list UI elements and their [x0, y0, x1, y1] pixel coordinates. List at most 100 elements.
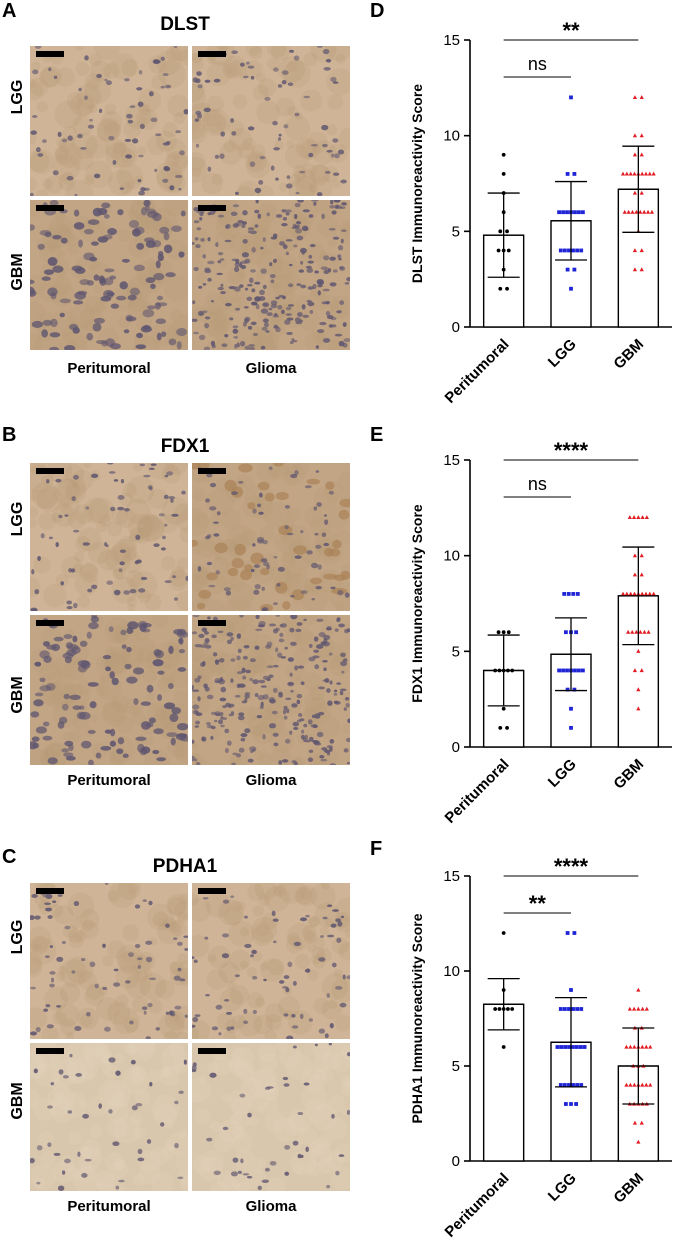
data-point: [579, 1007, 584, 1011]
data-point: [561, 668, 565, 673]
data-point: [624, 1082, 629, 1087]
data-point: [649, 209, 655, 214]
chart-d: 0 5 10 15 DLST Immunoreactivity Score Peritum…: [409, 18, 672, 407]
data-point: [573, 668, 577, 673]
scale-bar: [36, 888, 64, 894]
data-point: [506, 248, 511, 253]
data-point: [647, 171, 652, 176]
data-point: [620, 591, 626, 596]
micrograph: [30, 1043, 188, 1191]
data-point: [505, 286, 509, 291]
data-point: [582, 1045, 587, 1049]
micrograph: [30, 615, 188, 765]
data-point: [566, 592, 571, 596]
data-point: [645, 209, 651, 214]
scale-bar: [36, 620, 64, 626]
data-point: [569, 725, 573, 730]
scale-bar: [198, 888, 226, 894]
data-point: [638, 209, 643, 214]
data-point: [505, 725, 509, 730]
row-label-lgg: LGG: [9, 919, 26, 955]
data-point: [632, 171, 637, 176]
tissue-texture: [192, 615, 350, 765]
data-point: [567, 248, 571, 253]
y-tick-label: 5: [452, 1058, 460, 1075]
micrograph: [192, 1043, 350, 1191]
data-point: [626, 209, 631, 214]
micrograph: [192, 615, 350, 765]
data-point: [636, 987, 641, 992]
data-point: [636, 706, 641, 711]
data-point: [493, 1007, 498, 1011]
data-point: [561, 210, 565, 215]
scale-bar: [36, 468, 64, 474]
data-point: [624, 1044, 629, 1049]
data-point: [643, 591, 649, 596]
data-point: [636, 1139, 641, 1144]
data-point: [572, 172, 577, 176]
data-point: [571, 592, 576, 596]
y-axis-label: PDHA1 Immunoreactivity Score: [409, 913, 425, 1123]
data-point: [505, 229, 509, 234]
col-label-peritumoral: Peritumoral: [67, 1198, 151, 1215]
data-point: [632, 133, 638, 138]
data-point: [624, 171, 629, 176]
scale-bar: [198, 51, 226, 57]
data-point: [558, 248, 563, 253]
data-point: [557, 210, 561, 215]
col-label-glioma: Glioma: [245, 1198, 297, 1215]
data-point: [571, 1083, 575, 1087]
data-point: [563, 1045, 568, 1049]
data-point: [651, 171, 656, 176]
category-label: LGG: [545, 336, 580, 371]
significance-label: ****: [554, 438, 589, 463]
data-point: [631, 1006, 637, 1011]
data-point: [632, 591, 637, 596]
category-label: LGG: [545, 756, 580, 791]
data-point: [581, 668, 585, 673]
chart-e: 0 5 10 15 FDX1 Immunoreactivity Score Peritum…: [409, 438, 672, 827]
data-point: [636, 515, 641, 519]
data-point: [574, 630, 578, 635]
scale-bar: [198, 205, 226, 211]
y-tick-label: 5: [452, 223, 460, 240]
row-label-lgg: LGG: [9, 501, 26, 537]
data-point: [634, 209, 639, 214]
data-point: [640, 1082, 645, 1087]
panel-title: FDX1: [160, 436, 210, 457]
category-label: GBM: [610, 756, 647, 793]
data-point: [562, 1083, 567, 1087]
data-point: [496, 248, 501, 253]
data-point: [644, 1044, 649, 1049]
data-point: [567, 1083, 571, 1087]
data-point: [632, 1120, 638, 1125]
data-point: [497, 1007, 502, 1011]
data-point: [574, 1102, 578, 1106]
data-point: [498, 286, 503, 291]
data-point: [639, 267, 644, 272]
tissue-texture: [192, 46, 350, 196]
category-label: GBM: [610, 1170, 647, 1207]
scale-bar: [36, 1048, 64, 1054]
data-point: [632, 572, 638, 577]
micrograph: [30, 883, 188, 1039]
data-point: [644, 1082, 649, 1087]
y-tick-label: 15: [443, 868, 460, 885]
data-point: [510, 1007, 515, 1011]
tissue-texture: [30, 1043, 188, 1191]
data-point: [628, 171, 633, 176]
data-point: [506, 1007, 510, 1011]
data-point: [648, 1044, 653, 1049]
data-point: [581, 210, 585, 215]
data-point: [632, 1082, 637, 1087]
data-point: [565, 210, 569, 215]
data-point: [640, 591, 645, 596]
data-point: [627, 515, 632, 519]
data-point: [571, 1007, 575, 1011]
data-point: [558, 1007, 563, 1011]
data-point: [651, 591, 656, 596]
data-point: [555, 1045, 560, 1049]
data-point: [565, 931, 570, 935]
data-point: [639, 572, 644, 577]
tissue-texture: [192, 200, 350, 350]
